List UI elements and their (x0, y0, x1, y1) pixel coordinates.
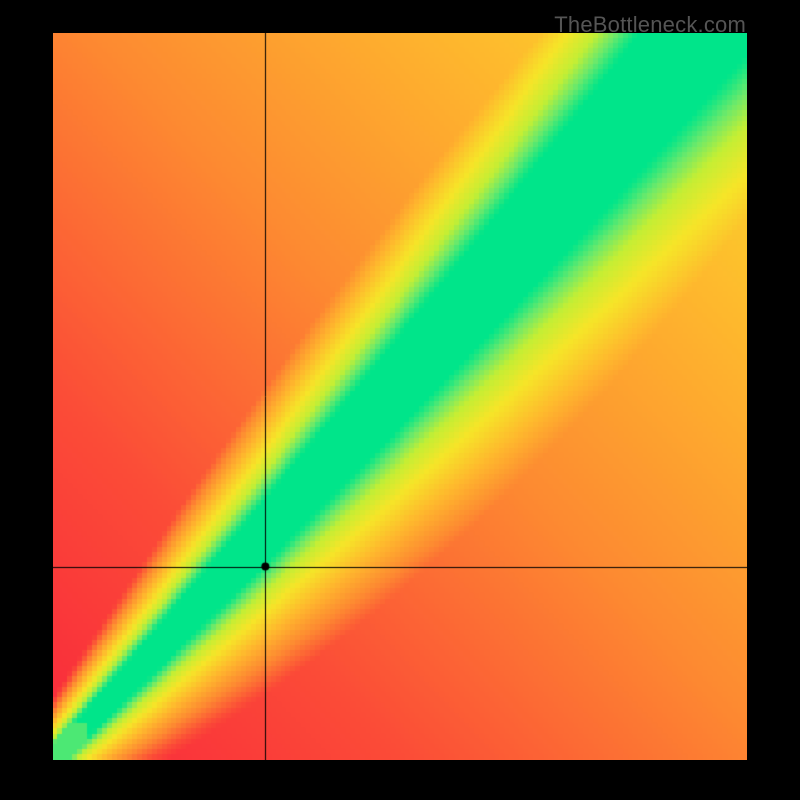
bottleneck-heatmap (53, 33, 747, 760)
watermark-text: TheBottleneck.com (554, 12, 746, 38)
figure-container: TheBottleneck.com (0, 0, 800, 800)
